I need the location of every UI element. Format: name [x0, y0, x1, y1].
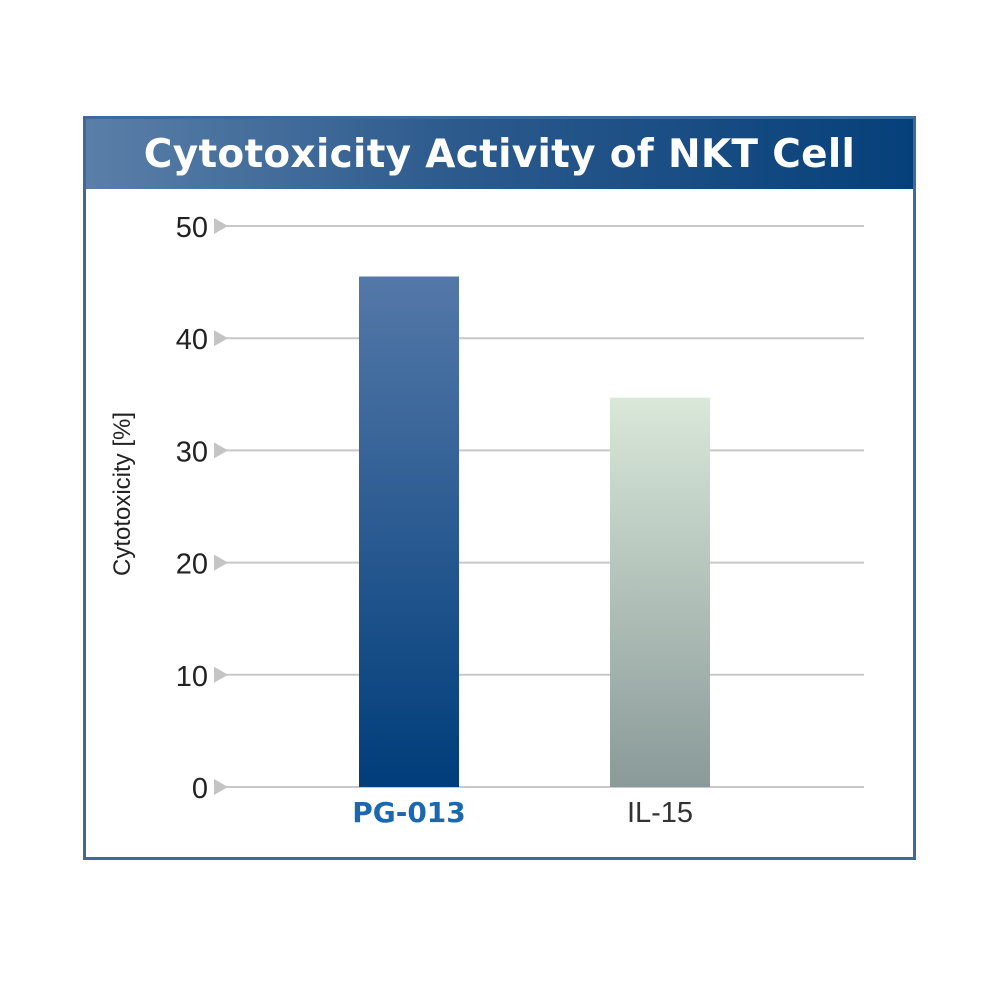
x-axis-labels: PG-013 IL-15: [352, 796, 693, 829]
y-tick-marker-30: [214, 442, 228, 459]
chart-frame: Cytotoxicity Activity of NKT Cell: [83, 116, 916, 860]
title-bar: Cytotoxicity Activity of NKT Cell: [86, 119, 913, 189]
y-tick-marker-50: [214, 218, 228, 234]
y-axis-ticks: 0 10 20 30 40 50: [176, 212, 228, 805]
bar-pg-013: [359, 276, 459, 787]
y-axis-label: Cytotoxicity [%]: [109, 412, 136, 576]
y-tick-label-10: 10: [176, 661, 208, 693]
y-tick-marker-40: [214, 330, 228, 347]
bars: [359, 276, 710, 787]
y-tick-marker-20: [214, 554, 228, 571]
y-tick-marker-0: [214, 779, 228, 795]
y-tick-label-50: 50: [176, 212, 208, 244]
y-tick-label-0: 0: [192, 773, 208, 805]
bar-il-15: [610, 397, 710, 787]
y-tick-label-20: 20: [176, 549, 208, 581]
y-tick-marker-10: [214, 666, 228, 683]
x-tick-label-il-15: IL-15: [627, 797, 693, 829]
x-tick-label-pg-013: PG-013: [352, 796, 466, 829]
gridlines: [214, 225, 864, 788]
y-tick-label-30: 30: [176, 436, 208, 468]
chart-title: Cytotoxicity Activity of NKT Cell: [143, 131, 856, 177]
y-tick-label-40: 40: [176, 324, 208, 356]
